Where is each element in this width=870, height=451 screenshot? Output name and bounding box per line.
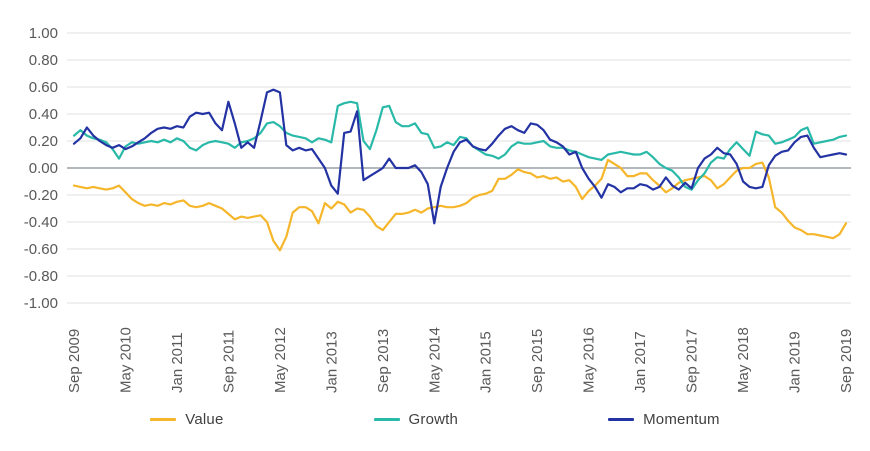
svg-text:-0.40: -0.40 xyxy=(24,214,58,231)
svg-text:Jan 2019: Jan 2019 xyxy=(787,331,804,393)
svg-text:May 2018: May 2018 xyxy=(735,327,752,393)
svg-text:-0.80: -0.80 xyxy=(24,268,58,285)
svg-text:-1.00: -1.00 xyxy=(24,295,58,312)
legend-label-value: Value xyxy=(185,410,224,428)
svg-text:0.40: 0.40 xyxy=(29,106,58,123)
momentum-series-swatch xyxy=(608,417,635,421)
svg-text:May 2016: May 2016 xyxy=(581,327,598,393)
svg-text:Jan 2015: Jan 2015 xyxy=(478,331,495,393)
svg-text:Sep 2011: Sep 2011 xyxy=(220,330,237,393)
svg-text:May 2010: May 2010 xyxy=(117,327,134,393)
svg-text:Jan 2013: Jan 2013 xyxy=(323,331,340,393)
svg-text:0.20: 0.20 xyxy=(29,133,58,150)
legend-label-growth: Growth xyxy=(408,410,459,428)
svg-text:Sep 2019: Sep 2019 xyxy=(838,329,855,393)
legend-item-growth: Growth xyxy=(373,410,459,428)
svg-text:-0.60: -0.60 xyxy=(24,241,58,258)
legend-item-momentum: Momentum xyxy=(608,411,720,428)
svg-text:-0.20: -0.20 xyxy=(24,187,58,204)
svg-text:May 2014: May 2014 xyxy=(426,327,443,393)
svg-text:Sep 2017: Sep 2017 xyxy=(684,329,701,393)
svg-text:Sep 2015: Sep 2015 xyxy=(529,329,546,393)
svg-text:0.60: 0.60 xyxy=(29,79,58,96)
line-chart-canvas: 1.00 0.80 0.60 0.40 0.20 0.00 -0.20 -0.40 -0.60 -… xyxy=(24,25,855,393)
svg-text:1.00: 1.00 xyxy=(29,25,58,42)
svg-text:0.80: 0.80 xyxy=(29,52,58,69)
chart-legend: Value Growth Momentum xyxy=(0,402,870,436)
svg-text:May 2012: May 2012 xyxy=(272,327,289,393)
legend-label-momentum: Momentum xyxy=(643,410,720,428)
value-series-swatch xyxy=(150,417,177,421)
growth-series-swatch xyxy=(373,417,400,421)
svg-text:0.00: 0.00 xyxy=(29,160,58,177)
svg-text:Jan 2017: Jan 2017 xyxy=(632,331,649,393)
svg-text:Jan 2011: Jan 2011 xyxy=(169,332,186,393)
svg-text:Sep 2013: Sep 2013 xyxy=(375,329,392,393)
legend-item-value: Value xyxy=(150,411,223,428)
svg-text:Sep 2009: Sep 2009 xyxy=(66,329,83,393)
